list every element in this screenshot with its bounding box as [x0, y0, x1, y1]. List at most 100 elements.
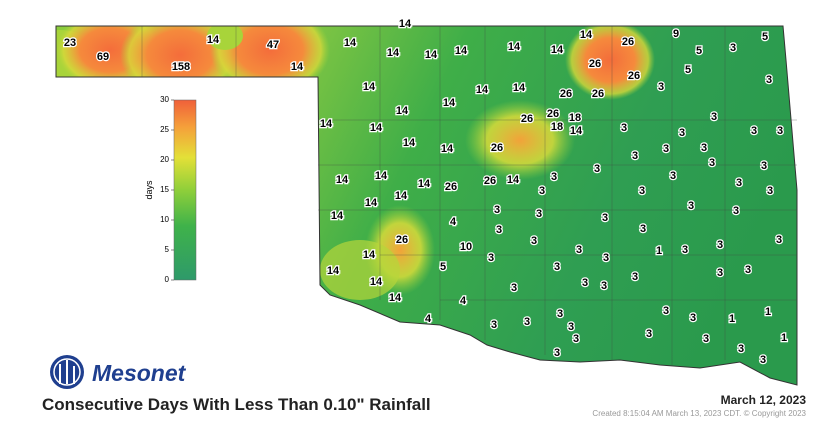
- station-value: 18: [569, 112, 581, 124]
- station-value: 5: [696, 45, 702, 57]
- station-value: 3: [632, 271, 638, 283]
- station-value: 3: [539, 185, 545, 197]
- colorbar-tick-label: 30: [160, 95, 169, 104]
- station-value: 4: [450, 216, 457, 228]
- station-value: 3: [621, 122, 627, 134]
- station-value: 1: [781, 332, 787, 344]
- station-value: 3: [733, 205, 739, 217]
- station-value: 3: [640, 223, 646, 235]
- station-value: 5: [685, 64, 691, 76]
- station-value: 14: [344, 37, 357, 49]
- station-value: 3: [594, 163, 600, 175]
- station-value: 26: [491, 142, 503, 154]
- station-value: 3: [582, 277, 588, 289]
- station-value: 3: [701, 142, 707, 154]
- station-value: 3: [663, 305, 669, 317]
- station-value: 14: [207, 34, 220, 46]
- station-value: 14: [443, 97, 456, 109]
- station-value: 14: [320, 118, 333, 130]
- station-value: 3: [536, 208, 542, 220]
- station-value: 3: [646, 328, 652, 340]
- station-value: 14: [418, 178, 431, 190]
- colorbar-tick-label: 25: [160, 125, 169, 134]
- station-value: 3: [738, 343, 744, 355]
- station-value: 3: [568, 321, 574, 333]
- station-value: 14: [399, 18, 412, 30]
- station-value: 5: [762, 31, 768, 43]
- station-value: 3: [766, 74, 772, 86]
- map-date: March 12, 2023: [721, 393, 807, 407]
- colorbar-label: days: [144, 180, 154, 200]
- station-value: 3: [632, 150, 638, 162]
- station-value: 3: [601, 280, 607, 292]
- station-value: 3: [494, 204, 500, 216]
- station-value: 3: [776, 234, 782, 246]
- station-value: 14: [441, 143, 454, 155]
- station-value: 14: [455, 45, 468, 57]
- station-value: 14: [365, 197, 378, 209]
- colorbar-tick-label: 10: [160, 215, 169, 224]
- station-value: 18: [551, 121, 563, 133]
- colorbar-tick-label: 20: [160, 155, 169, 164]
- logo-text: Mesonet: [92, 360, 187, 386]
- station-value: 14: [570, 125, 583, 137]
- station-value: 158: [172, 61, 190, 73]
- station-value: 3: [690, 312, 696, 324]
- station-value: 14: [387, 47, 400, 59]
- station-value: 1: [765, 306, 771, 318]
- station-value: 3: [603, 252, 609, 264]
- station-value: 14: [375, 170, 388, 182]
- station-value: 47: [267, 39, 279, 51]
- station-value: 3: [717, 267, 723, 279]
- station-value: 3: [703, 333, 709, 345]
- county-lines: [141, 26, 797, 365]
- station-value: 14: [370, 276, 383, 288]
- station-value: 14: [331, 210, 344, 222]
- logo: Mesonet: [50, 355, 187, 389]
- station-value: 14: [395, 190, 408, 202]
- station-value: 5: [440, 261, 446, 273]
- station-value: 3: [751, 125, 757, 137]
- station-value: 14: [476, 84, 489, 96]
- map-title: Consecutive Days With Less Than 0.10" Ra…: [42, 395, 431, 414]
- station-value: 3: [488, 252, 494, 264]
- credit: Created 8:15:04 AM March 13, 2023 CDT. ©…: [592, 409, 806, 418]
- station-value: 9: [673, 28, 679, 40]
- station-value: 26: [592, 88, 604, 100]
- station-value: 3: [717, 239, 723, 251]
- station-value: 3: [557, 308, 563, 320]
- station-value: 26: [589, 58, 601, 70]
- station-value: 14: [425, 49, 438, 61]
- station-value: 3: [730, 42, 736, 54]
- station-value: 3: [682, 244, 688, 256]
- station-value: 3: [736, 177, 742, 189]
- station-value: 69: [97, 51, 109, 63]
- station-value: 3: [679, 127, 685, 139]
- station-value: 3: [531, 235, 537, 247]
- station-value: 3: [760, 354, 766, 366]
- station-value: 3: [658, 81, 664, 93]
- station-value: 1: [729, 313, 735, 325]
- station-value: 26: [560, 88, 572, 100]
- station-value: 3: [491, 319, 497, 331]
- station-value: 3: [554, 261, 560, 273]
- station-value: 26: [521, 113, 533, 125]
- station-value: 3: [767, 185, 773, 197]
- station-value: 3: [551, 171, 557, 183]
- station-value: 3: [524, 316, 530, 328]
- station-value: 23: [64, 37, 76, 49]
- station-value: 14: [508, 41, 521, 53]
- station-value: 3: [639, 185, 645, 197]
- station-value: 26: [396, 234, 408, 246]
- station-value: 14: [403, 137, 416, 149]
- station-value: 26: [622, 36, 634, 48]
- station-value: 3: [496, 224, 502, 236]
- station-value: 14: [336, 174, 349, 186]
- station-value: 26: [628, 70, 640, 82]
- station-value: 26: [484, 175, 496, 187]
- station-value: 14: [291, 61, 304, 73]
- station-value: 3: [761, 160, 767, 172]
- station-value: 10: [460, 241, 472, 253]
